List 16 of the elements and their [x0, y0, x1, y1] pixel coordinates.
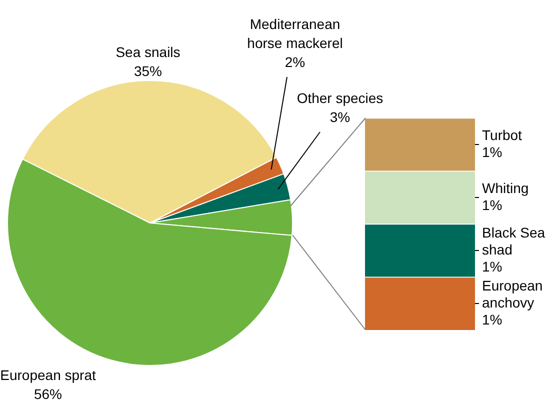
data-label: 3% — [330, 108, 350, 125]
data-label: 1% — [482, 258, 502, 274]
series-label: Turbot — [482, 126, 522, 143]
data-label: 2% — [284, 54, 306, 70]
data-label: 1% — [482, 196, 502, 213]
series-label: European anchovy — [482, 277, 543, 310]
data-label: 56% — [34, 386, 62, 402]
slice-label: European sprat — [0, 366, 96, 383]
slice-label: Mediterranean horse mackerel — [247, 16, 343, 51]
slice-label: Other species — [296, 90, 384, 106]
slice-label: Sea snails — [116, 44, 180, 60]
series-label: Whiting — [482, 180, 529, 196]
data-label: 1% — [482, 311, 502, 328]
data-label: 1% — [482, 144, 502, 160]
data-label: 35% — [134, 62, 162, 79]
series-label: Black Sea shad — [482, 224, 546, 258]
